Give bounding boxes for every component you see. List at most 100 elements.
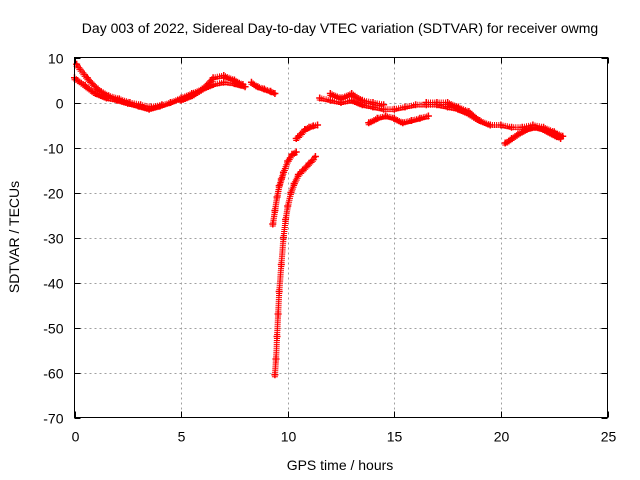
series-arc-5: [271, 153, 319, 379]
chart-title: Day 003 of 2022, Sidereal Day-to-day VTE…: [82, 20, 598, 36]
x-tick-labels: 0 5 10 15 20 25: [72, 429, 617, 445]
data-point: [497, 121, 505, 129]
y-tick-label: -70: [43, 411, 63, 427]
data-point: [279, 234, 287, 241]
data-point: [465, 108, 473, 115]
series-arc-3: [177, 72, 247, 104]
data-point: [126, 99, 134, 106]
data-point: [380, 101, 388, 109]
series-arc-6: [269, 148, 300, 228]
data-point: [177, 96, 185, 104]
data-point: [518, 123, 526, 131]
data-point: [272, 355, 280, 363]
data-point: [271, 90, 279, 97]
series-arc-11: [422, 99, 484, 124]
series-arc-2: [73, 60, 166, 111]
data-point: [294, 171, 302, 178]
data-point: [267, 87, 275, 95]
data-point: [288, 150, 296, 158]
data-point: [309, 122, 317, 130]
data-point: [254, 83, 262, 91]
data-point: [147, 103, 155, 111]
data-point: [81, 81, 89, 89]
data-point: [557, 135, 565, 142]
y-axis-label: SDTVAR / TECUs: [6, 181, 22, 293]
series-arc-9: [326, 90, 388, 109]
data-point: [220, 78, 228, 86]
x-tick-label: 5: [178, 429, 186, 445]
data-point: [277, 175, 285, 183]
data-point: [422, 99, 430, 106]
data-point: [454, 103, 462, 111]
data-point: [284, 202, 292, 210]
x-tick-label: 15: [387, 429, 403, 445]
data-point: [326, 90, 334, 97]
series-arc-4: [247, 78, 279, 97]
x-axis-label: GPS time / hours: [287, 457, 394, 473]
axis-ticks: [74, 57, 609, 419]
data-point: [115, 95, 123, 103]
data-point: [105, 92, 113, 100]
y-tick-label: -10: [43, 141, 63, 157]
y-tick-label: -60: [43, 366, 63, 382]
data-point: [158, 101, 166, 109]
data-point: [407, 117, 415, 124]
data-point: [271, 207, 279, 214]
data-point: [412, 101, 420, 109]
series-arc-12: [501, 123, 565, 147]
data-point: [277, 261, 285, 268]
data-point: [94, 85, 102, 93]
data-point: [424, 112, 432, 120]
data-point: [275, 182, 283, 190]
data-point: [239, 81, 247, 88]
data-point: [373, 114, 381, 122]
data-point: [514, 130, 522, 138]
y-tick-label: -40: [43, 276, 63, 292]
data-point: [230, 76, 238, 84]
data-point: [299, 166, 307, 174]
data-point: [382, 112, 390, 120]
series-arc-7: [292, 121, 322, 142]
data-point: [292, 135, 300, 142]
data-point: [390, 105, 398, 113]
data-point: [279, 168, 287, 176]
data-point: [444, 99, 452, 106]
data-point: [476, 117, 484, 124]
data-point: [316, 94, 324, 102]
y-tick-label: -50: [43, 321, 63, 337]
data-point: [301, 126, 309, 133]
data-point: [337, 94, 345, 102]
y-tick-label: -20: [43, 186, 63, 202]
data-point: [508, 135, 516, 142]
data-point: [292, 148, 300, 156]
data-point: [305, 123, 313, 131]
data-point: [275, 288, 283, 295]
data-point: [287, 189, 295, 196]
data-point: [296, 130, 304, 138]
data-point: [401, 103, 409, 111]
data-point: [326, 96, 334, 104]
data-point: [399, 119, 407, 127]
data-point: [305, 159, 313, 167]
y-tick-label: 0: [56, 96, 64, 112]
data-point: [522, 126, 530, 133]
data-point: [166, 99, 174, 106]
x-tick-label: 0: [72, 429, 80, 445]
x-tick-label: 25: [601, 429, 617, 445]
series-arc-10: [365, 112, 432, 127]
data-point: [282, 216, 290, 223]
data-point: [273, 333, 281, 340]
data-point: [348, 96, 356, 104]
data-point: [433, 99, 441, 106]
grid-lines: [74, 57, 608, 418]
data-point: [198, 85, 206, 93]
data-point: [348, 90, 356, 97]
y-tick-labels: 10 0 -10 -20 -30 -40 -50 -60 -70: [43, 51, 63, 427]
data-point: [531, 123, 539, 131]
data-point: [540, 126, 548, 133]
data-point: [284, 157, 292, 165]
data-point: [311, 153, 319, 160]
x-tick-label: 20: [494, 429, 510, 445]
data-point: [271, 371, 279, 379]
